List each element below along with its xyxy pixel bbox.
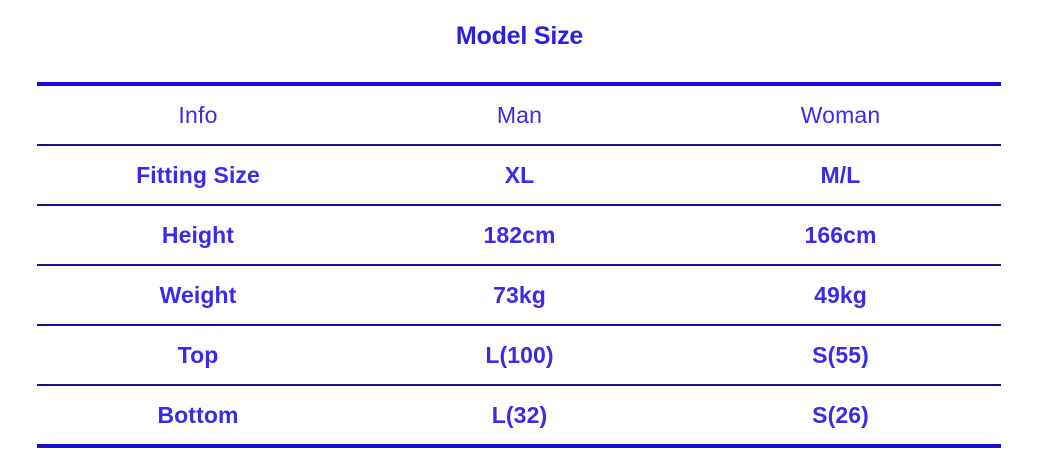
cell-man: L(32)	[359, 385, 680, 448]
page-title: Model Size	[455, 22, 584, 50]
table-row: Bottom L(32) S(26)	[37, 385, 1001, 448]
row-label: Height	[37, 205, 359, 266]
cell-man: XL	[359, 145, 680, 206]
cell-man: 73kg	[359, 265, 680, 326]
size-table-container: Info Man Woman Fitting Size XL M/L Heigh…	[37, 82, 1001, 448]
cell-woman: 166cm	[680, 205, 1001, 266]
table-body: Fitting Size XL M/L Height 182cm 166cm W…	[37, 145, 1001, 448]
table-header: Info Man Woman	[37, 82, 1001, 146]
table-header-row: Info Man Woman	[37, 82, 1001, 146]
cell-woman: M/L	[680, 145, 1001, 206]
cell-woman: S(55)	[680, 325, 1001, 386]
cell-woman: S(26)	[680, 385, 1001, 448]
row-label: Bottom	[37, 385, 359, 448]
cell-woman: 49kg	[680, 265, 1001, 326]
column-header-woman: Woman	[680, 82, 1001, 146]
table-row: Weight 73kg 49kg	[37, 265, 1001, 326]
cell-man: L(100)	[359, 325, 680, 386]
table-row: Fitting Size XL M/L	[37, 145, 1001, 206]
row-label: Weight	[37, 265, 359, 326]
model-size-table: Info Man Woman Fitting Size XL M/L Heigh…	[37, 82, 1001, 448]
row-label: Top	[37, 325, 359, 386]
column-header-info: Info	[37, 82, 359, 146]
column-header-man: Man	[359, 82, 680, 146]
table-row: Top L(100) S(55)	[37, 325, 1001, 386]
cell-man: 182cm	[359, 205, 680, 266]
row-label: Fitting Size	[37, 145, 359, 206]
table-row: Height 182cm 166cm	[37, 205, 1001, 266]
